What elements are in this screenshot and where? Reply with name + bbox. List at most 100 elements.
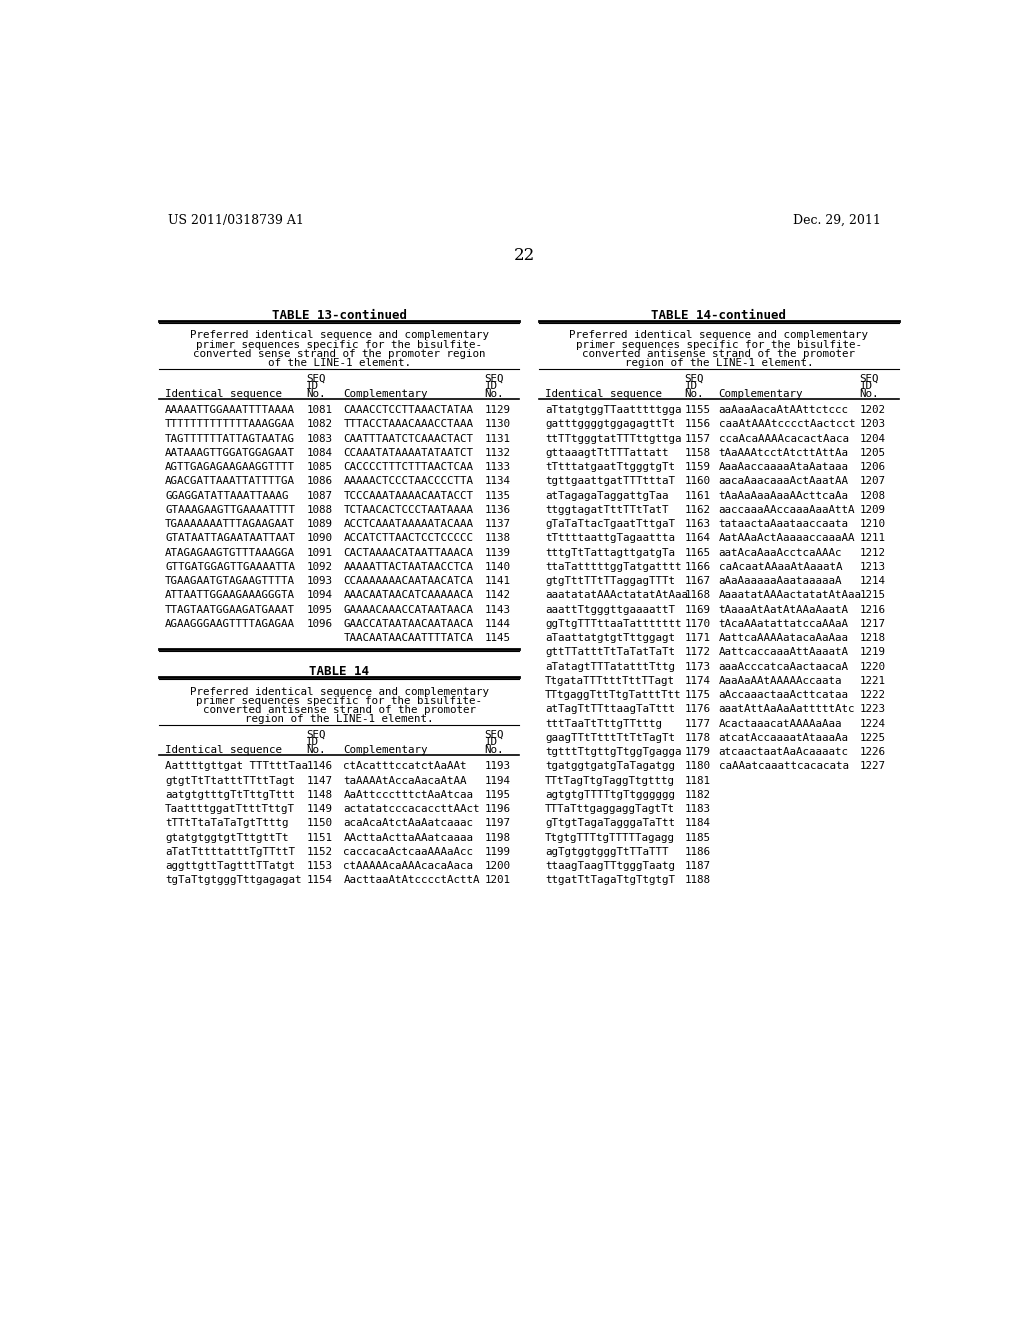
Text: 1094: 1094 xyxy=(306,590,332,601)
Text: 1214: 1214 xyxy=(859,576,886,586)
Text: Identical sequence: Identical sequence xyxy=(165,744,283,755)
Text: 1132: 1132 xyxy=(484,447,511,458)
Text: SEQ: SEQ xyxy=(484,730,504,739)
Text: 1148: 1148 xyxy=(306,789,332,800)
Text: ID: ID xyxy=(306,738,319,747)
Text: primer sequences specific for the bisulfite-: primer sequences specific for the bisulf… xyxy=(575,339,862,350)
Text: AGTTGAGAGAAGAAGGTTTT: AGTTGAGAGAAGAAGGTTTT xyxy=(165,462,295,473)
Text: ID: ID xyxy=(684,381,697,391)
Text: SEQ: SEQ xyxy=(306,374,326,384)
Text: 1219: 1219 xyxy=(859,647,886,657)
Text: 1163: 1163 xyxy=(684,519,711,529)
Text: ggTtgTTTttaaTattttttt: ggTtgTTTttaaTattttttt xyxy=(545,619,681,628)
Text: region of the LINE-1 element.: region of the LINE-1 element. xyxy=(625,358,813,368)
Text: 1129: 1129 xyxy=(484,405,511,416)
Text: CCAAAAAAACAATAACATCA: CCAAAAAAACAATAACATCA xyxy=(343,576,473,586)
Text: AAAAATTGGAAATTTTAAAA: AAAAATTGGAAATTTTAAAA xyxy=(165,405,295,416)
Text: CCAAATATAAAATATAATCT: CCAAATATAAAATATAATCT xyxy=(343,447,473,458)
Text: aAaAaaaaaAaataaaaaA: aAaAaaaaaAaataaaaaA xyxy=(719,576,842,586)
Text: Complementary: Complementary xyxy=(343,389,428,399)
Text: SEQ: SEQ xyxy=(859,374,879,384)
Text: region of the LINE-1 element.: region of the LINE-1 element. xyxy=(245,714,433,725)
Text: caccacaActcaaAAAaAcc: caccacaActcaaAAAaAcc xyxy=(343,847,473,857)
Text: 1150: 1150 xyxy=(306,818,332,828)
Text: 1215: 1215 xyxy=(859,590,886,601)
Text: 1204: 1204 xyxy=(859,434,886,444)
Text: gttaaagtTtTTTattatt: gttaaagtTtTTTattatt xyxy=(545,447,669,458)
Text: 1205: 1205 xyxy=(859,447,886,458)
Text: 1223: 1223 xyxy=(859,705,886,714)
Text: TGAAGAATGTAGAAGTTTTA: TGAAGAATGTAGAAGTTTTA xyxy=(165,576,295,586)
Text: 1082: 1082 xyxy=(306,420,332,429)
Text: TTtTagTtgTaggTtgtttg: TTtTagTtgTaggTtgtttg xyxy=(545,776,675,785)
Text: 1198: 1198 xyxy=(484,833,511,842)
Text: 1188: 1188 xyxy=(684,875,711,886)
Text: GTTGATGGAGTTGAAAATTA: GTTGATGGAGTTGAAAATTA xyxy=(165,562,295,572)
Text: 1227: 1227 xyxy=(859,762,886,771)
Text: AGAAGGGAAGTTTTAGAGAA: AGAAGGGAAGTTTTAGAGAA xyxy=(165,619,295,628)
Text: CAAACCTCCTTAAACTATAA: CAAACCTCCTTAAACTATAA xyxy=(343,405,473,416)
Text: 1167: 1167 xyxy=(684,576,711,586)
Text: 1141: 1141 xyxy=(484,576,511,586)
Text: 1207: 1207 xyxy=(859,477,886,486)
Text: 1156: 1156 xyxy=(684,420,711,429)
Text: 1159: 1159 xyxy=(684,462,711,473)
Text: AaAttccctttctAaAtcaa: AaAttccctttctAaAtcaa xyxy=(343,789,473,800)
Text: 1208: 1208 xyxy=(859,491,886,500)
Text: 1093: 1093 xyxy=(306,576,332,586)
Text: 1195: 1195 xyxy=(484,789,511,800)
Text: aaatatatAAActatatAtAaa: aaatatatAAActatatAtAaa xyxy=(545,590,688,601)
Text: converted antisense strand of the promoter: converted antisense strand of the promot… xyxy=(203,705,476,715)
Text: 1164: 1164 xyxy=(684,533,711,544)
Text: 1179: 1179 xyxy=(684,747,711,758)
Text: aTtatgtggTTaatttttgga: aTtatgtggTTaatttttgga xyxy=(545,405,681,416)
Text: 1187: 1187 xyxy=(684,861,711,871)
Text: 1194: 1194 xyxy=(484,776,511,785)
Text: AaaAaAAtAAAAAccaata: AaaAaAAtAAAAAccaata xyxy=(719,676,842,686)
Text: 1178: 1178 xyxy=(684,733,711,743)
Text: 1157: 1157 xyxy=(684,434,711,444)
Text: atcaactaatAaAcaaaatc: atcaactaatAaAcaaaatc xyxy=(719,747,849,758)
Text: 1169: 1169 xyxy=(684,605,711,615)
Text: 1096: 1096 xyxy=(306,619,332,628)
Text: 1185: 1185 xyxy=(684,833,711,842)
Text: 1180: 1180 xyxy=(684,762,711,771)
Text: 1092: 1092 xyxy=(306,562,332,572)
Text: TtgataTTTtttTttTTagt: TtgataTTTtttTttTTagt xyxy=(545,676,675,686)
Text: 1146: 1146 xyxy=(306,762,332,771)
Text: 1181: 1181 xyxy=(684,776,711,785)
Text: TCCCAAATAAAACAATACCT: TCCCAAATAAAACAATACCT xyxy=(343,491,473,500)
Text: GTAAAGAAGTTGAAAATTTT: GTAAAGAAGTTGAAAATTTT xyxy=(165,506,295,515)
Text: acaAcaAtctAaAatcaaac: acaAcaAtctAaAatcaaac xyxy=(343,818,473,828)
Text: 1091: 1091 xyxy=(306,548,332,557)
Text: ID: ID xyxy=(484,738,498,747)
Text: Complementary: Complementary xyxy=(343,744,428,755)
Text: aAccaaactaaActtcataa: aAccaaactaaActtcataa xyxy=(719,690,849,700)
Text: AcactaaacatAAAAaAaa: AcactaaacatAAAAaAaa xyxy=(719,718,842,729)
Text: AaaAaccaaaaAtaAataaa: AaaAaccaaaaAtaAataaa xyxy=(719,462,849,473)
Text: 1142: 1142 xyxy=(484,590,511,601)
Text: 1165: 1165 xyxy=(684,548,711,557)
Text: 1140: 1140 xyxy=(484,562,511,572)
Text: 1171: 1171 xyxy=(684,634,711,643)
Text: ACCATCTTAACTCCTCCCCC: ACCATCTTAACTCCTCCCCC xyxy=(343,533,473,544)
Text: 1212: 1212 xyxy=(859,548,886,557)
Text: 1210: 1210 xyxy=(859,519,886,529)
Text: 1137: 1137 xyxy=(484,519,511,529)
Text: 1184: 1184 xyxy=(684,818,711,828)
Text: TTTTTTTTTTTTTAAAGGAA: TTTTTTTTTTTTTAAAGGAA xyxy=(165,420,295,429)
Text: 1162: 1162 xyxy=(684,506,711,515)
Text: AatAAaActAaaaaccaaaAA: AatAAaActAaaaaccaaaAA xyxy=(719,533,855,544)
Text: 1161: 1161 xyxy=(684,491,711,500)
Text: gtatgtggtgtTttgttTt: gtatgtggtgtTttgttTt xyxy=(165,833,289,842)
Text: 1135: 1135 xyxy=(484,491,511,500)
Text: ACCTCAAATAAAAATACAAA: ACCTCAAATAAAAATACAAA xyxy=(343,519,473,529)
Text: AaaatatAAAactatatAtAaa: AaaatatAAAactatatAtAaa xyxy=(719,590,861,601)
Text: 1197: 1197 xyxy=(484,818,511,828)
Text: SEQ: SEQ xyxy=(684,374,703,384)
Text: gtgTttTTtTTaggagTTTt: gtgTttTTtTTaggagTTTt xyxy=(545,576,675,586)
Text: 1145: 1145 xyxy=(484,634,511,643)
Text: ttTTtgggtatTTTttgttga: ttTTtgggtatTTTttgttga xyxy=(545,434,681,444)
Text: 1155: 1155 xyxy=(684,405,711,416)
Text: No.: No. xyxy=(859,389,879,399)
